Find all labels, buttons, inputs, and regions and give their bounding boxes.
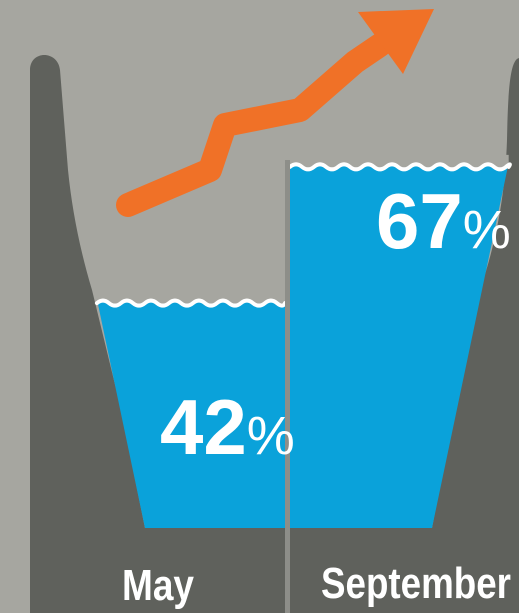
water-surface-september bbox=[290, 154, 510, 170]
upward-trend-arrow-icon bbox=[116, 9, 434, 217]
wave-line-september bbox=[288, 162, 512, 172]
left-reservoir-wall bbox=[30, 55, 285, 613]
value-label-may: 42% bbox=[160, 383, 295, 471]
water-bar-september bbox=[290, 162, 509, 528]
wave-line-may bbox=[94, 298, 287, 308]
value-label-september: 67% bbox=[376, 177, 511, 265]
right-reservoir-wall bbox=[290, 58, 519, 613]
water-bar-may bbox=[96, 299, 285, 528]
category-label-september: September bbox=[321, 559, 511, 608]
water-bars bbox=[94, 154, 512, 528]
value-labels: 42% May 67% September bbox=[122, 177, 511, 610]
divider-line bbox=[285, 160, 290, 613]
category-label-may: May bbox=[122, 561, 194, 610]
